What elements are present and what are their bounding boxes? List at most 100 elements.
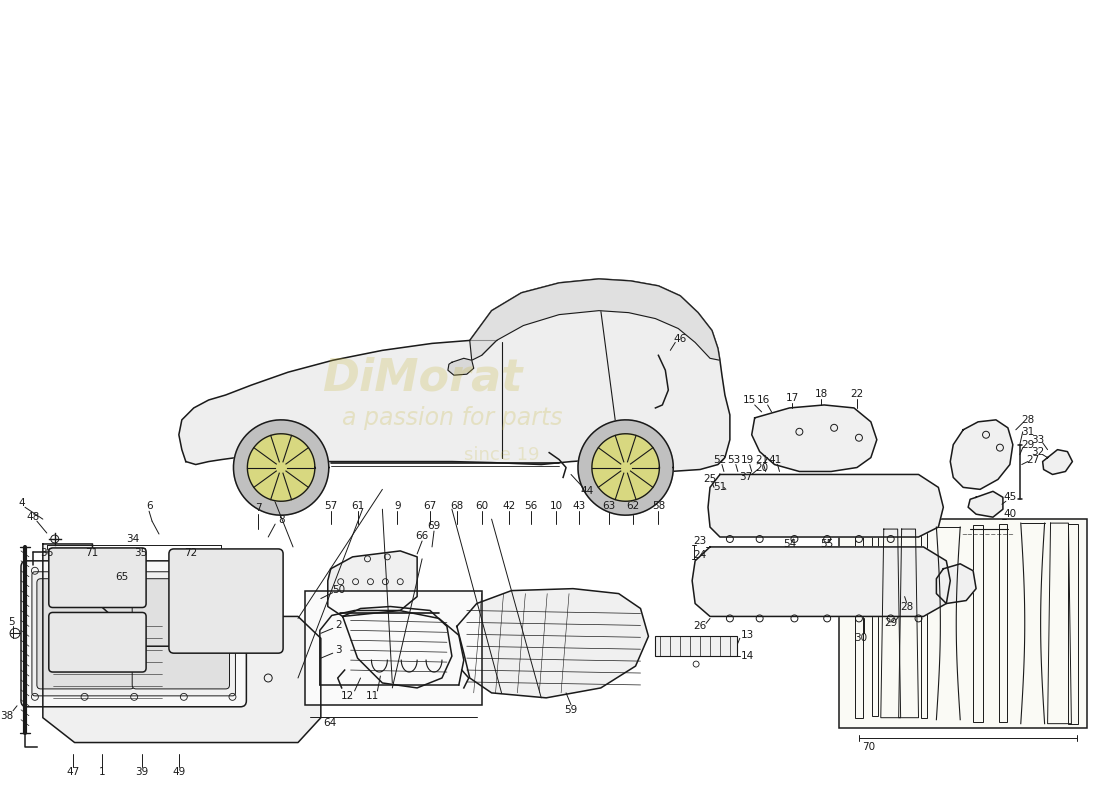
Polygon shape	[968, 491, 1003, 517]
Bar	[974, 525, 983, 722]
Text: 28: 28	[900, 602, 913, 611]
Text: 67: 67	[424, 502, 437, 511]
Polygon shape	[751, 405, 877, 471]
Polygon shape	[470, 279, 719, 360]
Bar	[922, 529, 927, 718]
Text: 14: 14	[741, 651, 755, 661]
Text: 35: 35	[134, 548, 147, 558]
Text: 65: 65	[116, 572, 129, 582]
Polygon shape	[328, 551, 417, 617]
FancyBboxPatch shape	[32, 572, 235, 696]
Text: 71: 71	[85, 548, 98, 558]
Bar	[656, 636, 737, 656]
Polygon shape	[43, 544, 321, 742]
Text: 44: 44	[581, 486, 594, 496]
Text: 46: 46	[673, 334, 686, 345]
Text: 31: 31	[1021, 426, 1034, 437]
Text: ~~~~~~~~~: ~~~~~~~~~	[961, 532, 1014, 538]
Text: 7: 7	[255, 503, 262, 514]
Text: 37: 37	[739, 473, 752, 482]
Text: 29: 29	[1021, 440, 1034, 450]
Polygon shape	[936, 564, 976, 603]
Text: 48: 48	[26, 512, 40, 522]
Text: 11: 11	[366, 691, 379, 701]
Polygon shape	[950, 420, 1013, 490]
Text: 64: 64	[323, 718, 337, 728]
Text: 57: 57	[324, 502, 338, 511]
FancyBboxPatch shape	[21, 561, 246, 706]
Text: 29: 29	[884, 618, 898, 628]
Text: 60: 60	[475, 502, 488, 511]
Bar	[1068, 524, 1078, 724]
Text: 27: 27	[1026, 454, 1039, 465]
Text: 56: 56	[525, 502, 538, 511]
Polygon shape	[456, 589, 649, 698]
Text: 43: 43	[572, 502, 585, 511]
Text: 6: 6	[146, 502, 153, 511]
Text: 9: 9	[394, 502, 400, 511]
Text: 63: 63	[602, 502, 615, 511]
Text: 55: 55	[821, 539, 834, 549]
Text: DiMorat: DiMorat	[322, 357, 522, 400]
Polygon shape	[233, 420, 329, 515]
Text: since 19: since 19	[464, 446, 539, 464]
Text: 21: 21	[755, 454, 768, 465]
Text: 58: 58	[652, 502, 666, 511]
Polygon shape	[692, 547, 950, 617]
FancyBboxPatch shape	[48, 613, 146, 672]
Text: 17: 17	[785, 393, 799, 403]
Text: 68: 68	[450, 502, 463, 511]
Text: 42: 42	[503, 502, 516, 511]
Bar	[305, 590, 482, 705]
Text: 40: 40	[1003, 509, 1016, 519]
Text: 22: 22	[850, 389, 864, 399]
Text: 41: 41	[769, 454, 782, 465]
Text: 13: 13	[741, 630, 755, 640]
Text: 62: 62	[626, 502, 639, 511]
Text: 10: 10	[550, 502, 563, 511]
Text: 2: 2	[336, 620, 342, 630]
FancyBboxPatch shape	[48, 548, 146, 607]
Text: 16: 16	[757, 395, 770, 405]
Text: 24: 24	[693, 550, 706, 560]
Text: 19: 19	[741, 454, 755, 465]
Bar	[872, 531, 878, 716]
Text: 49: 49	[173, 767, 186, 778]
Text: 33: 33	[1031, 434, 1044, 445]
Text: 70: 70	[862, 742, 876, 753]
Text: 3: 3	[336, 645, 342, 655]
Text: 50: 50	[332, 585, 345, 594]
Text: 47: 47	[66, 767, 79, 778]
Text: 72: 72	[184, 548, 197, 558]
Text: 54: 54	[783, 539, 796, 549]
Text: 51: 51	[713, 482, 727, 492]
FancyBboxPatch shape	[132, 578, 230, 689]
Polygon shape	[343, 606, 452, 688]
Text: 25: 25	[703, 474, 716, 485]
Text: 45: 45	[1003, 492, 1016, 502]
Text: a passion for parts: a passion for parts	[342, 406, 562, 430]
Circle shape	[275, 462, 287, 474]
Text: 12: 12	[341, 691, 354, 701]
Text: 18: 18	[815, 389, 828, 399]
Text: 66: 66	[416, 531, 429, 541]
Text: 69: 69	[428, 521, 441, 531]
Polygon shape	[179, 279, 730, 471]
Bar	[839, 519, 1087, 728]
Text: 38: 38	[0, 710, 13, 721]
Bar	[855, 529, 862, 718]
Text: 53: 53	[727, 454, 740, 465]
Polygon shape	[592, 434, 659, 502]
Text: 1: 1	[99, 767, 106, 778]
Text: 23: 23	[693, 536, 706, 546]
Text: 30: 30	[855, 634, 868, 643]
FancyBboxPatch shape	[37, 578, 134, 689]
FancyBboxPatch shape	[169, 549, 283, 653]
Polygon shape	[708, 474, 944, 537]
Circle shape	[619, 462, 631, 474]
Text: 15: 15	[744, 395, 757, 405]
Text: 28: 28	[1021, 415, 1034, 425]
Text: 26: 26	[693, 622, 706, 631]
Text: 61: 61	[351, 502, 364, 511]
Bar	[999, 524, 1007, 722]
